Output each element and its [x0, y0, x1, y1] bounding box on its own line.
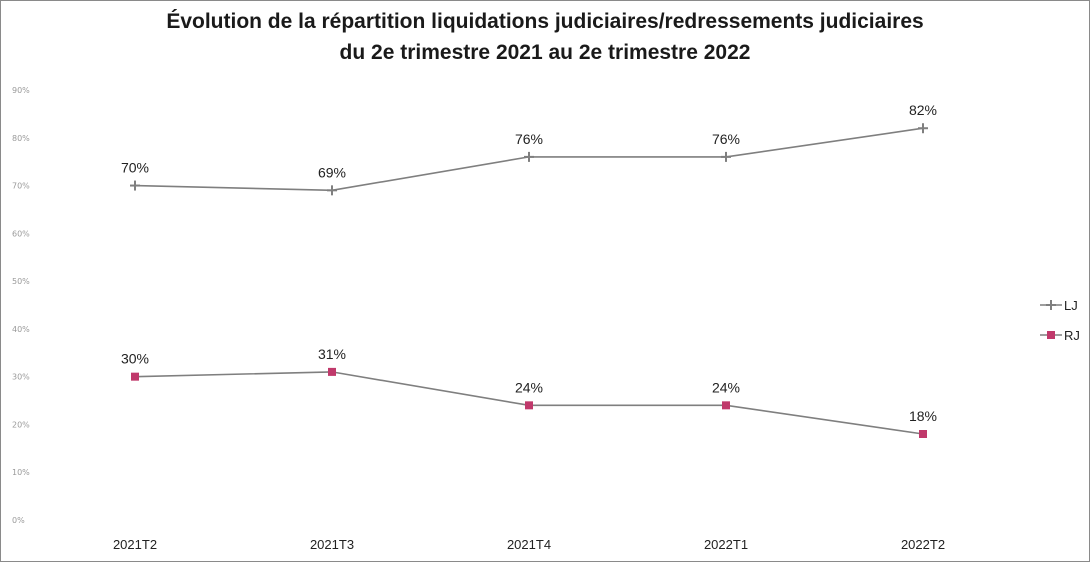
- y-tick-label: 50%: [12, 277, 30, 286]
- y-tick-label: 20%: [12, 420, 30, 429]
- x-tick-label: 2021T3: [310, 537, 354, 552]
- y-tick-label: 80%: [12, 134, 30, 143]
- x-tick-label: 2021T2: [113, 537, 157, 552]
- y-axis: 0% 10% 20% 30% 40% 50% 60% 70% 80% 90%: [12, 86, 30, 525]
- legend-marker-lj: [1046, 300, 1056, 310]
- legend-label-lj: LJ: [1064, 298, 1078, 313]
- data-point-lj: [524, 151, 534, 162]
- data-point-lj: [721, 151, 731, 162]
- y-tick-label: 0%: [12, 516, 25, 525]
- y-tick-label: 10%: [12, 468, 30, 477]
- legend-marker-rj: [1047, 331, 1055, 339]
- data-label-lj: 69%: [318, 164, 346, 180]
- x-tick-label: 2021T4: [507, 537, 551, 552]
- data-point-lj: [918, 123, 928, 134]
- chart-title: Évolution de la répartition liquidations…: [0, 6, 1090, 68]
- y-tick-label: 70%: [12, 182, 30, 191]
- legend-label-rj: RJ: [1064, 328, 1080, 343]
- y-tick-label: 60%: [12, 229, 30, 238]
- x-tick-label: 2022T1: [704, 537, 748, 552]
- y-tick-label: 30%: [12, 373, 30, 382]
- series-rj: 30% 31% 24% 24% 18%: [121, 346, 937, 438]
- data-label-rj: 31%: [318, 346, 346, 362]
- series-layer: 70% 69% 76% 76% 82% 30% 31% 24% 24% 18%: [121, 102, 937, 438]
- y-tick-label: 90%: [12, 86, 30, 95]
- x-tick-label: 2022T2: [901, 537, 945, 552]
- chart-title-line-1: Évolution de la répartition liquidations…: [166, 10, 924, 33]
- data-point-lj: [130, 180, 140, 191]
- data-label-lj: 70%: [121, 160, 149, 176]
- data-label-lj: 76%: [515, 131, 543, 147]
- data-point-rj: [919, 430, 927, 438]
- data-label-rj: 18%: [909, 408, 937, 424]
- data-point-rj: [525, 401, 533, 410]
- data-label-lj: 82%: [909, 102, 937, 118]
- data-label-rj: 24%: [515, 379, 543, 395]
- x-axis: 2021T2 2021T3 2021T4 2022T1 2022T2: [113, 537, 945, 552]
- data-point-rj: [328, 367, 336, 376]
- data-point-rj: [131, 372, 139, 381]
- legend-item-lj: LJ: [1040, 298, 1078, 313]
- data-point-rj: [722, 401, 730, 410]
- data-label-rj: 30%: [121, 351, 149, 367]
- legend: LJ RJ: [1040, 298, 1080, 343]
- legend-item-rj: RJ: [1040, 328, 1080, 343]
- chart-title-line-2: du 2e trimestre 2021 au 2e trimestre 202…: [339, 41, 751, 64]
- data-point-lj: [327, 185, 337, 196]
- data-label-lj: 76%: [712, 131, 740, 147]
- series-lj: 70% 69% 76% 76% 82%: [121, 102, 937, 196]
- y-tick-label: 40%: [12, 325, 30, 334]
- data-label-rj: 24%: [712, 379, 740, 395]
